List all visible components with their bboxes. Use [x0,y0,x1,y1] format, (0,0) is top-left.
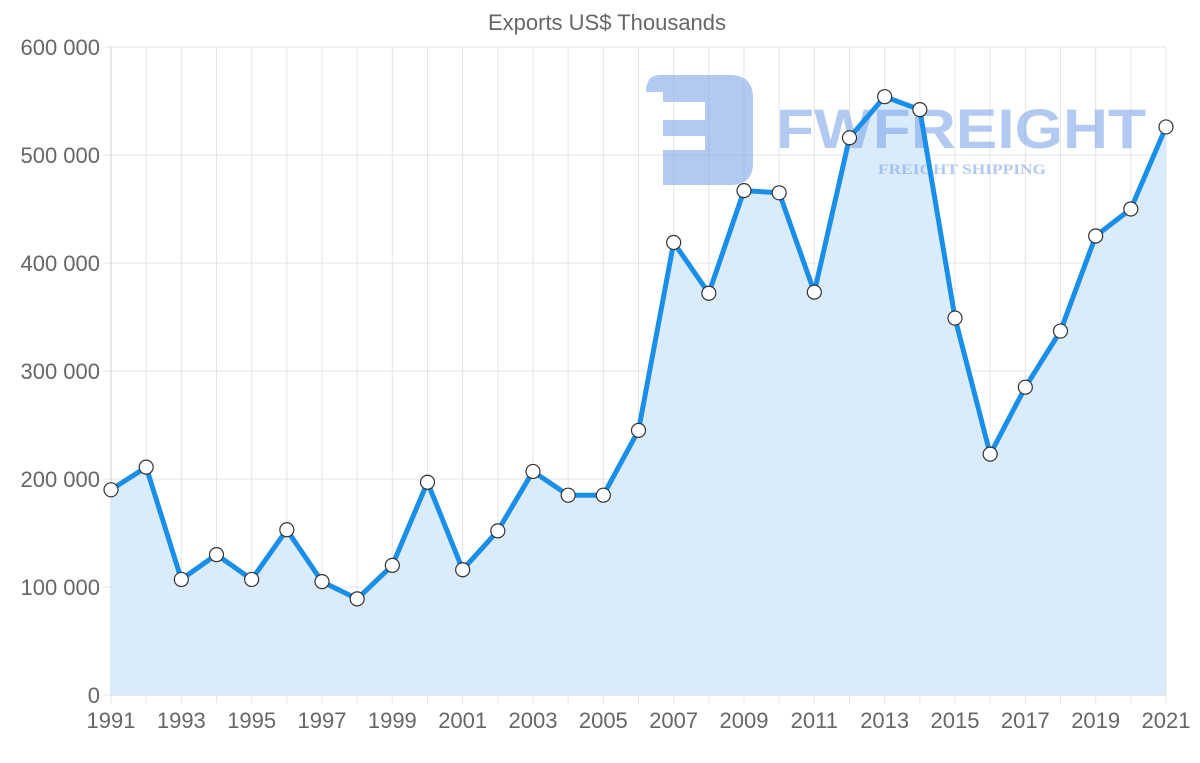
data-point-2010[interactable] [771,185,787,201]
x-tick-label: 2005 [579,708,628,733]
data-point-2017[interactable] [1017,379,1033,395]
data-point-2020[interactable] [1123,201,1139,217]
y-tick-label: 200 000 [20,467,100,492]
watermark-brand: FWFREIGHT [776,97,1146,160]
watermark-tagline: FREIGHT SHIPPING [878,162,1046,178]
data-point-2013[interactable] [877,89,893,105]
data-point-2009[interactable] [736,183,752,199]
data-point-1992[interactable] [138,459,154,475]
data-point-2001[interactable] [455,562,471,578]
data-point-2012[interactable] [841,130,858,146]
data-point-2011[interactable] [806,284,822,300]
x-tick-label: 2013 [860,708,909,733]
data-point-2004[interactable] [560,487,576,503]
x-tick-label: 1997 [298,708,347,733]
data-point-1995[interactable] [244,571,260,588]
data-point-2014[interactable] [912,102,928,118]
chart-title: Exports US$ Thousands [488,10,726,35]
y-tick-label: 300 000 [20,359,100,384]
data-point-1997[interactable] [314,573,330,590]
area-fill [111,96,1166,695]
x-tick-label: 2009 [720,708,769,733]
data-point-1996[interactable] [279,522,295,538]
x-tick-label: 1995 [227,708,276,733]
data-point-2021[interactable] [1158,119,1174,135]
data-point-2002[interactable] [490,523,506,539]
x-tick-label: 1999 [368,708,417,733]
data-point-2019[interactable] [1088,228,1104,244]
x-tick-label: 1993 [157,708,206,733]
data-point-2015[interactable] [947,310,963,326]
y-axis: 0 100 000 200 000 300 000 400 000 500 000 600 … [20,35,100,708]
y-tick-label: 600 000 [20,35,100,60]
x-tick-label: 2019 [1071,708,1120,733]
data-point-2018[interactable] [1052,323,1069,339]
x-tick-label: 1991 [87,708,136,733]
y-tick-label: 400 000 [20,251,100,276]
data-point-1994[interactable] [208,546,225,563]
data-point-2007[interactable] [666,234,682,251]
x-tick-label: 2003 [509,708,558,733]
data-point-2003[interactable] [525,463,541,480]
data-point-2005[interactable] [595,487,611,503]
data-point-1999[interactable] [384,557,400,574]
data-point-2008[interactable] [701,285,717,301]
x-tick-label: 2021 [1142,708,1191,733]
watermark: FWFREIGHT FREIGHT SHIPPING [646,75,1146,185]
fw-logo-icon [646,75,753,185]
y-tick-label: 100 000 [20,575,100,600]
data-point-2016[interactable] [982,446,998,462]
x-tick-label: 2011 [791,708,838,733]
y-tick-label: 0 [88,683,100,708]
x-tick-label: 2017 [1001,708,1050,733]
x-axis: 1991 1993 1995 1997 1999 2001 2003 2005 2007 2009… [87,708,1191,733]
x-tick-label: 2001 [438,708,487,733]
data-point-2000[interactable] [419,474,436,490]
data-point-1991[interactable] [103,482,119,498]
data-points [103,89,1174,607]
y-tick-label: 500 000 [20,143,100,168]
x-tick-label: 2015 [931,708,980,733]
data-point-1998[interactable] [349,591,365,607]
x-tick-label: 2007 [649,708,698,733]
data-point-2006[interactable] [630,422,647,438]
data-point-1993[interactable] [173,571,189,588]
